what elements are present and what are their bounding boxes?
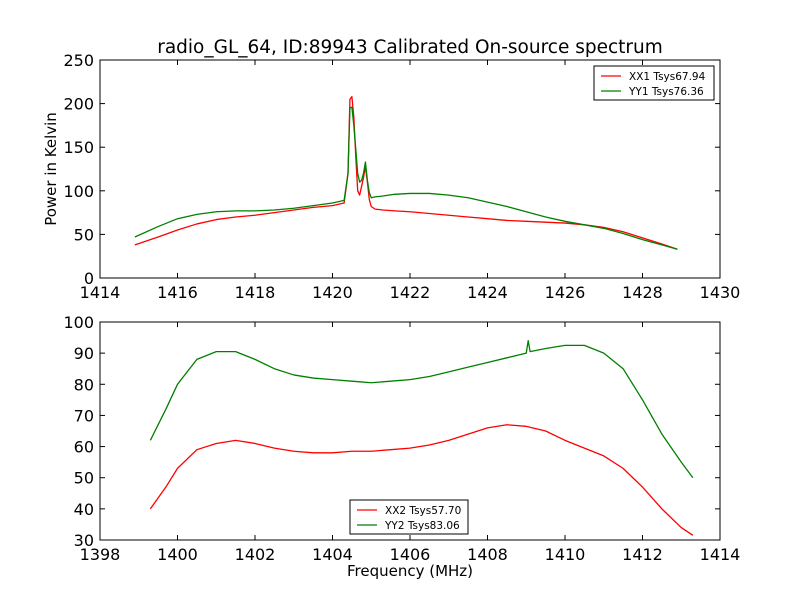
series-line-2 bbox=[149, 340, 694, 479]
x-tick-label: 1416 bbox=[157, 283, 198, 302]
y-tick-label: 80 bbox=[74, 375, 94, 394]
x-tick-label: 1412 bbox=[622, 545, 663, 564]
legend-box bbox=[349, 499, 469, 535]
legend: XX1 Tsys67.94 YY1 Tsys76.36 bbox=[593, 65, 715, 101]
subplot-1: 1414 1416 1418 1420 1422 1424 1426 1428 1430 0 50 1… bbox=[42, 51, 740, 302]
y-tick-label: 100 bbox=[63, 313, 94, 332]
x-tick-label: 1426 bbox=[545, 283, 586, 302]
series-group bbox=[149, 340, 694, 536]
series-line-2 bbox=[134, 106, 678, 250]
x-tick-label: 1420 bbox=[312, 283, 353, 302]
y-tick-label: 50 bbox=[74, 469, 94, 488]
x-tick-label: 1402 bbox=[235, 545, 276, 564]
x-tick-label: 1398 bbox=[80, 545, 121, 564]
y-tick-label: 200 bbox=[63, 95, 94, 114]
legend-entry: YY1 Tsys76.36 bbox=[628, 86, 704, 98]
y-tick-label: 90 bbox=[74, 344, 94, 363]
x-tick-label: 1410 bbox=[545, 545, 586, 564]
x-tick-label: 1400 bbox=[157, 545, 198, 564]
subplot-2: 1398 1400 1402 1404 1406 1408 1410 1412 1414 30 40… bbox=[63, 313, 740, 580]
legend-entry: XX1 Tsys67.94 bbox=[629, 71, 706, 83]
y-tick-label: 100 bbox=[63, 182, 94, 201]
legend-entry: XX2 Tsys57.70 bbox=[385, 505, 461, 517]
plots: 1414 1416 1418 1420 1422 1424 1426 1428 14300501… bbox=[42, 51, 740, 580]
series-line-1 bbox=[149, 424, 694, 536]
x-axis-label: Frequency (MHz) bbox=[347, 562, 473, 580]
x-tick-label: 1404 bbox=[312, 545, 353, 564]
y-tick-label: 0 bbox=[84, 269, 94, 288]
x-tick-label: 1418 bbox=[235, 283, 276, 302]
chart-title: radio_GL_64, ID:89943 Calibrated On-sour… bbox=[157, 37, 663, 58]
y-tick-label: 60 bbox=[74, 438, 94, 457]
x-tick-label: 1414 bbox=[80, 283, 121, 302]
x-tick-label: 1430 bbox=[700, 283, 741, 302]
y-tick-label: 30 bbox=[74, 531, 94, 550]
x-tick-label: 1422 bbox=[390, 283, 431, 302]
legend: XX2 Tsys57.70 YY2 Tsys83.06 bbox=[349, 499, 469, 535]
y-tick-label: 250 bbox=[63, 51, 94, 70]
legend-entry: YY2 Tsys83.06 bbox=[384, 520, 460, 532]
legend-box bbox=[593, 65, 715, 101]
y-tick-label: 50 bbox=[74, 225, 94, 244]
x-tick-label: 1408 bbox=[467, 545, 508, 564]
y-axis-label: Power in Kelvin bbox=[42, 112, 60, 226]
y-tick-label: 40 bbox=[74, 500, 94, 519]
x-tick-label: 1428 bbox=[622, 283, 663, 302]
x-tick-label: 1424 bbox=[467, 283, 508, 302]
x-tick-label: 1414 bbox=[700, 545, 741, 564]
x-tick-label: 1406 bbox=[390, 545, 431, 564]
series-group bbox=[134, 95, 678, 250]
y-tick-label: 70 bbox=[74, 406, 94, 425]
y-tick-label: 150 bbox=[63, 138, 94, 157]
